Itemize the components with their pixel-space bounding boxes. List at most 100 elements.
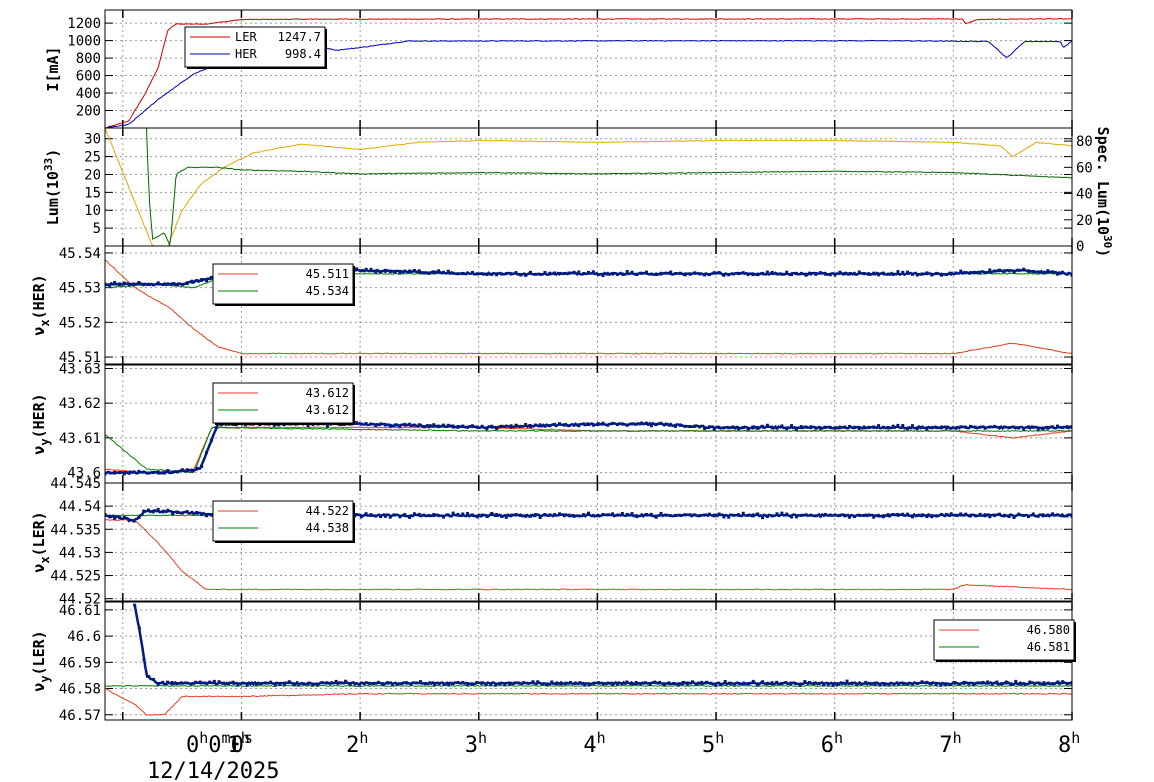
- data-point: [398, 425, 402, 429]
- data-point: [804, 425, 808, 429]
- data-point: [707, 425, 711, 429]
- data-point: [504, 271, 508, 275]
- data-point: [185, 281, 189, 285]
- data-point: [930, 426, 934, 430]
- ytick-label: 400: [76, 86, 101, 102]
- data-point: [934, 683, 938, 687]
- data-point: [664, 513, 668, 517]
- data-point: [562, 423, 566, 427]
- data-point: [465, 682, 469, 686]
- data-point: [654, 423, 658, 427]
- panel-frame: [104, 245, 1073, 365]
- data-point: [897, 682, 901, 686]
- data-point: [790, 515, 794, 519]
- data-point: [674, 424, 678, 428]
- data-point: [717, 271, 721, 275]
- data-point: [231, 680, 235, 684]
- data-point: [799, 513, 803, 517]
- data-point: [1036, 270, 1040, 274]
- data-point: [990, 682, 994, 686]
- data-point: [166, 282, 170, 286]
- ytick-label: 10: [84, 203, 101, 219]
- data-point: [446, 423, 450, 427]
- data-point: [456, 272, 460, 276]
- data-point: [562, 514, 566, 518]
- data-point: [1046, 426, 1050, 430]
- data-point: [862, 426, 866, 430]
- y-axis-label: νx(HER): [30, 274, 52, 335]
- data-point: [664, 271, 668, 275]
- data-point: [910, 515, 914, 519]
- data-point: [756, 683, 760, 687]
- data-point: [838, 270, 842, 274]
- data-point: [381, 683, 385, 687]
- legend-value: 46.581: [1027, 640, 1070, 654]
- panel-frame: [104, 601, 1073, 721]
- data-point: [161, 680, 165, 684]
- data-point: [867, 513, 871, 517]
- data-point: [359, 515, 363, 519]
- data-point: [635, 422, 639, 426]
- data-point: [524, 273, 528, 277]
- data-point: [765, 270, 769, 274]
- data-point: [794, 271, 798, 275]
- data-point: [896, 513, 900, 517]
- data-point: [466, 511, 470, 515]
- ytick-label: 1200: [67, 16, 101, 32]
- data-point: [1070, 514, 1072, 518]
- legend: 44.522 44.538: [212, 500, 355, 543]
- data-point: [528, 425, 532, 429]
- data-point: [761, 516, 765, 520]
- data-point: [180, 511, 184, 515]
- ytick-label: 46.58: [59, 682, 101, 698]
- data-point: [475, 272, 479, 276]
- data-point: [620, 682, 624, 686]
- legend-value: 43.612: [306, 386, 349, 400]
- data-point: [437, 269, 441, 273]
- data-point: [292, 682, 296, 686]
- data-point: [850, 682, 854, 686]
- data-point: [962, 680, 966, 684]
- data-point: [925, 427, 929, 431]
- data-point: [881, 425, 885, 429]
- data-point: [127, 519, 131, 523]
- data-point: [495, 273, 499, 277]
- data-point: [906, 427, 910, 431]
- data-point: [649, 424, 653, 428]
- data-point: [872, 271, 876, 275]
- data-point: [993, 424, 997, 428]
- data-point: [379, 422, 383, 426]
- data-point: [654, 515, 658, 519]
- data-point: [616, 513, 620, 517]
- data-point: [419, 680, 423, 684]
- data-point: [920, 680, 924, 684]
- data-point: [180, 282, 184, 286]
- data-point: [686, 682, 690, 686]
- data-point: [408, 515, 412, 519]
- data-point: [1031, 269, 1035, 273]
- data-point: [976, 681, 980, 685]
- data-point: [1018, 682, 1022, 686]
- data-point: [118, 283, 122, 287]
- data-point: [597, 681, 601, 685]
- data-point: [953, 681, 957, 685]
- data-point: [722, 515, 726, 519]
- data-point: [485, 272, 489, 276]
- data-point: [578, 681, 582, 685]
- data-point: [911, 682, 915, 686]
- data-point: [151, 471, 155, 475]
- data-point: [683, 273, 687, 277]
- data-point: [583, 683, 587, 687]
- data-point: [732, 513, 736, 517]
- data-point: [669, 514, 673, 518]
- data-point: [142, 283, 146, 287]
- data-point: [504, 424, 508, 428]
- data-point: [354, 513, 358, 517]
- data-point: [843, 514, 847, 518]
- data-point: [672, 681, 676, 685]
- data-point: [503, 683, 507, 687]
- data-point: [562, 272, 566, 276]
- data-point: [339, 681, 343, 685]
- data-point: [695, 682, 699, 686]
- data-point: [240, 681, 244, 685]
